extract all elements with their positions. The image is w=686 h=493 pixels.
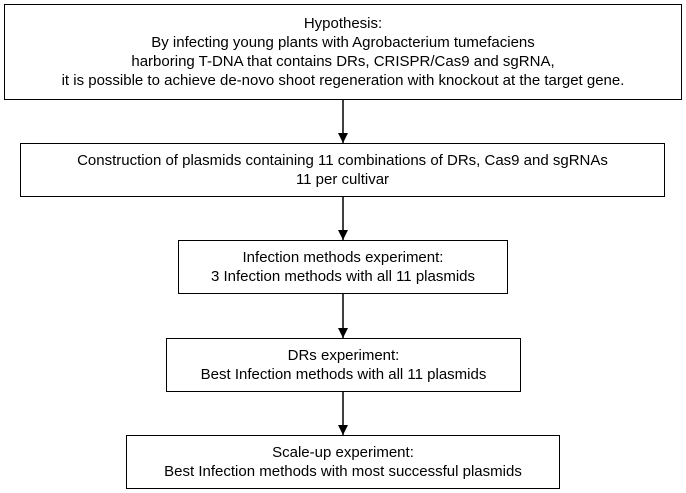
infection-methods-box: Infection methods experiment: 3 Infectio… (178, 240, 508, 294)
drs-experiment-detail: Best Infection methods with all 11 plasm… (200, 366, 487, 383)
hypothesis-line-1: By infecting young plants with Agrobacte… (151, 34, 535, 51)
hypothesis-line-2: harboring T-DNA that contains DRs, CRISP… (131, 53, 555, 70)
infection-methods-detail: 3 Infection methods with all 11 plasmids (210, 268, 476, 285)
drs-experiment-heading: DRs experiment: (287, 347, 400, 364)
construction-box: Construction of plasmids containing 11 c… (20, 143, 665, 197)
scale-up-detail: Best Infection methods with most success… (164, 463, 522, 480)
hypothesis-heading: Hypothesis: (303, 15, 383, 32)
drs-experiment-box: DRs experiment: Best Infection methods w… (166, 338, 521, 392)
scale-up-heading: Scale-up experiment: (272, 444, 414, 461)
scale-up-box: Scale-up experiment: Best Infection meth… (126, 435, 560, 489)
construction-line-1: Construction of plasmids containing 11 c… (77, 152, 608, 169)
hypothesis-box: Hypothesis: By infecting young plants wi… (4, 4, 682, 100)
hypothesis-line-3: it is possible to achieve de-novo shoot … (61, 72, 625, 89)
construction-line-2: 11 per cultivar (295, 171, 390, 188)
infection-methods-heading: Infection methods experiment: (242, 249, 444, 266)
